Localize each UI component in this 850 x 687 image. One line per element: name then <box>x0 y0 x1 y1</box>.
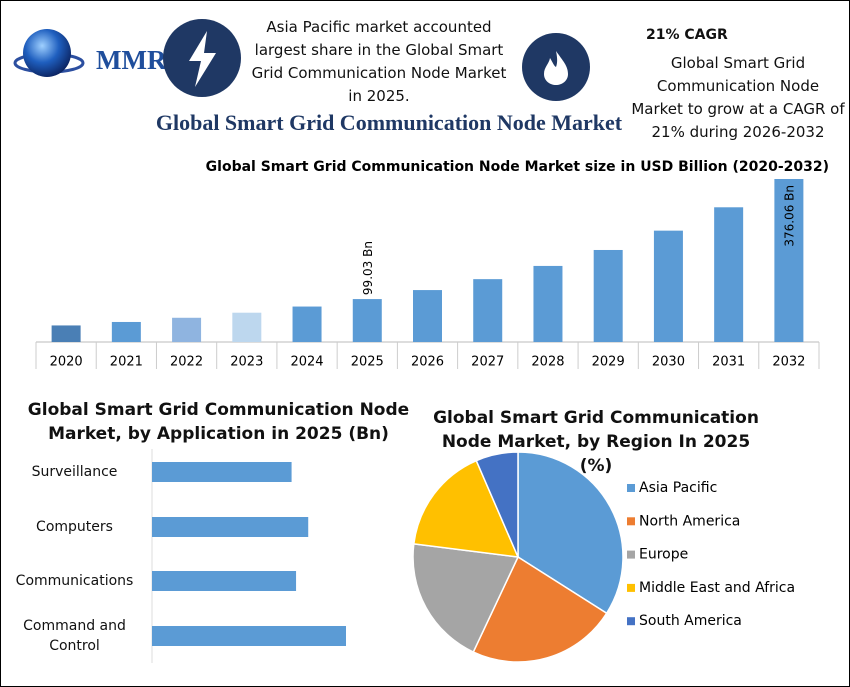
y-tick-label: Surveillance <box>31 464 118 480</box>
x-tick-label: 2031 <box>712 355 745 370</box>
bar <box>473 279 503 342</box>
y-tick-label: Communications <box>15 573 134 589</box>
cagr-title: 21% CAGR <box>646 27 728 43</box>
pie-slice <box>475 451 519 558</box>
legend-swatch <box>627 550 635 559</box>
pie-slice <box>472 555 608 663</box>
legend-label: Middle East and Africa <box>639 580 795 596</box>
logo: MMR <box>13 29 167 77</box>
legend-swatch <box>627 484 635 492</box>
bar <box>152 462 292 482</box>
x-tick-label: 2028 <box>531 355 564 370</box>
bolt-icon <box>163 19 241 97</box>
main-title: Global Smart Grid Communication Node Mar… <box>156 110 623 135</box>
x-tick-label: 2027 <box>471 355 504 370</box>
logo-globe <box>23 29 71 77</box>
chart-title: Global Smart Grid Communication Node Mar… <box>206 159 829 175</box>
bar <box>714 207 744 342</box>
y-tick-label: Computers <box>36 519 113 535</box>
bar <box>152 517 309 537</box>
bar <box>413 290 442 342</box>
value-label: 99.03 Bn <box>361 241 375 295</box>
legend-swatch <box>627 583 635 592</box>
bar <box>352 299 382 342</box>
flame <box>544 51 568 85</box>
flame-icon <box>522 33 590 101</box>
bar <box>172 317 202 342</box>
value-label: 376.06 Bn <box>782 185 796 247</box>
x-tick-label: 2030 <box>652 355 685 370</box>
y-tick-label: Command and Control <box>23 618 126 654</box>
bar <box>292 306 322 342</box>
x-tick-label: 2026 <box>411 355 444 370</box>
legend-swatch <box>627 617 635 626</box>
logo-text: MMR <box>96 45 167 75</box>
chart-title: Global Smart Grid Communication Node Mar… <box>433 408 759 476</box>
bar <box>774 179 804 342</box>
bar <box>51 325 81 342</box>
chart-title: Global Smart Grid Communication Node Mar… <box>27 400 410 444</box>
bolt <box>189 31 216 87</box>
x-tick-label: 2022 <box>170 355 203 370</box>
x-tick-label: 2021 <box>110 355 143 370</box>
x-tick-label: 2020 <box>50 355 83 370</box>
pie-slice <box>412 459 520 558</box>
legend-label: South America <box>639 613 742 629</box>
x-tick-label: 2024 <box>290 355 323 370</box>
legend-label: Asia Pacific <box>639 480 717 496</box>
x-tick-label: 2023 <box>230 355 263 370</box>
bar <box>593 249 623 342</box>
pie-slice <box>412 543 520 654</box>
cagr-text: Global Smart Grid Communication Node Mar… <box>631 54 845 141</box>
legend-label: North America <box>639 513 740 529</box>
bar <box>152 571 297 591</box>
bar <box>152 626 346 646</box>
legend-swatch <box>627 517 635 526</box>
legend-label: Europe <box>639 547 688 563</box>
bar <box>653 230 683 342</box>
bar <box>111 321 141 342</box>
bar <box>533 265 563 342</box>
x-tick-label: 2029 <box>592 355 625 370</box>
header-note: Asia Pacific market accounted largest sh… <box>251 18 507 105</box>
bar <box>232 312 262 342</box>
x-tick-label: 2025 <box>351 355 384 370</box>
x-tick-label: 2032 <box>772 355 805 370</box>
